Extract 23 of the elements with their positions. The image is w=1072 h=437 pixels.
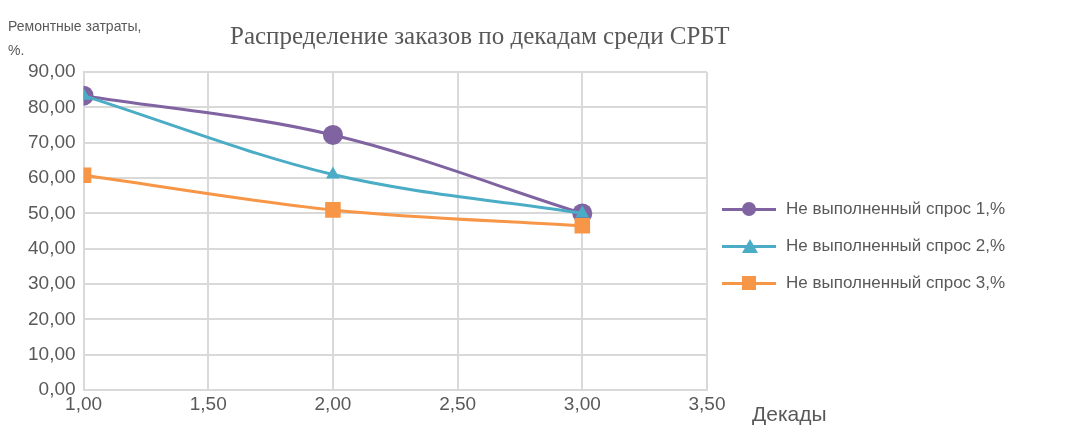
point xyxy=(325,202,341,218)
legend-label: Не выполненный спрос 3,% xyxy=(786,272,1006,293)
x-tick-label: 2,00 xyxy=(314,392,352,414)
chart-title: Распределение заказов по декадам среди СРБТ xyxy=(230,22,730,50)
y-tick-label: 70,00 xyxy=(28,130,76,152)
x-tick-label: 1,50 xyxy=(189,392,227,414)
y-axis-title: Ремонтные затраты, %. xyxy=(8,17,143,60)
x-tick-label: 3,50 xyxy=(688,392,726,414)
y-tick-label: 90,00 xyxy=(28,60,76,82)
legend-label: Не выполненный спрос 2,% xyxy=(786,235,1006,256)
point xyxy=(574,218,591,234)
x-tick-label: 3,00 xyxy=(563,392,601,414)
legend-label: Не выполненный спрос 1,% xyxy=(786,198,1006,219)
y-tick-label: 60,00 xyxy=(28,166,76,188)
y-tick-label: 10,00 xyxy=(28,343,76,365)
x-axis-title: Декады xyxy=(752,402,827,426)
y-tick-label: 30,00 xyxy=(28,272,76,294)
y-tick-label: 40,00 xyxy=(28,237,76,259)
y-tick-label: 80,00 xyxy=(28,95,76,117)
y-tick-label: 50,00 xyxy=(28,201,76,223)
point xyxy=(326,166,340,179)
x-tick-label: 2,50 xyxy=(439,392,477,414)
y-tick-label: 20,00 xyxy=(28,307,76,329)
